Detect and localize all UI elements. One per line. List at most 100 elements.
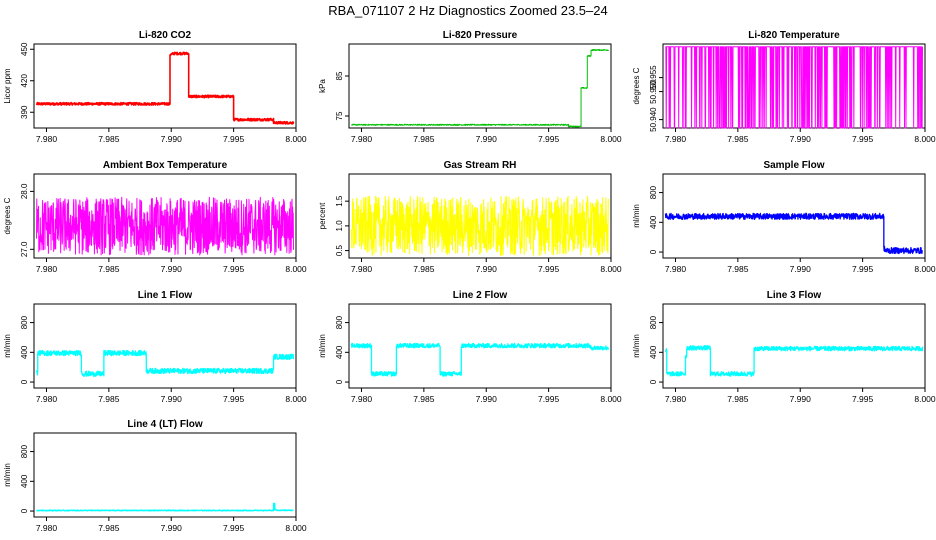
y-tick-label: 450 [20,42,29,56]
y-axis-label: degrees C [632,67,641,104]
chart-panel: Li-820 Pressure kPa 7.980 7.985 7.990 7.995 8.… [318,30,622,144]
x-tick-label: 7.985 [727,134,749,144]
plot-frame [662,173,926,259]
x-tick-label: 7.980 [36,134,58,144]
plot-frame [33,303,297,389]
chart-panel: Line 4 (LT) Flow ml/min 7.980 7.985 7.990 7.9… [3,419,307,533]
plot-frame [33,43,297,129]
chart-panel: Line 1 Flow ml/min 7.980 7.985 7.990 7.995 8.0… [3,290,307,404]
plot-frame [33,173,297,259]
plot-frame [348,43,612,129]
x-tick-label: 7.980 [36,394,58,404]
chart-panel: Sample Flow ml/min 7.980 7.985 7.990 7.995 8.0… [632,160,936,274]
y-axis-label: kPa [318,79,327,93]
x-tick-label: 7.985 [413,394,435,404]
x-tick-label: 7.985 [98,394,120,404]
x-tick-label: 7.980 [36,523,58,533]
x-tick-label: 7.990 [790,264,812,274]
series-line [664,212,923,255]
series-line [35,349,295,378]
x-tick-label: 8.000 [914,394,936,404]
series-line [664,345,924,377]
y-tick-label: 0 [649,379,658,384]
x-tick-label: 7.980 [351,264,373,274]
y-axis-label: ml/min [3,463,12,487]
series-line [351,48,609,128]
y-tick-label: 800 [649,315,658,329]
x-tick-label: 7.995 [852,134,874,144]
x-tick-label: 7.990 [790,134,812,144]
chart-title: Ambient Box Temperature [103,160,228,171]
x-tick-label: 8.000 [285,394,307,404]
chart-panel: Line 3 Flow ml/min 7.980 7.985 7.990 7.995 8.0… [632,290,936,404]
y-axis-label: Licor ppm [3,68,12,103]
x-tick-label: 7.985 [413,264,435,274]
x-tick-label: 7.995 [223,394,245,404]
plot-frame [33,432,297,518]
page-title: RBA_071107 2 Hz Diagnostics Zoomed 23.5–… [328,3,607,18]
y-tick-label: 75 [335,111,344,120]
chart-panel: Li-820 CO2 Licor ppm 7.980 7.985 7.990 7.995 8… [3,30,307,144]
x-tick-label: 7.980 [36,264,58,274]
x-tick-label: 7.985 [727,264,749,274]
x-tick-label: 7.990 [476,394,498,404]
series-line [350,342,610,377]
x-tick-label: 7.985 [98,264,120,274]
chart-title: Li-820 CO2 [139,30,192,41]
x-tick-label: 8.000 [914,134,936,144]
y-tick-label: 50.950 [649,79,658,104]
x-tick-label: 7.985 [413,134,435,144]
y-tick-label: 0 [20,379,29,384]
plot-frame [348,173,612,259]
y-tick-label: 0 [20,508,29,513]
chart-title: Line 4 (LT) Flow [127,419,203,430]
x-tick-label: 7.990 [161,264,183,274]
y-tick-label: 0 [335,379,344,384]
x-tick-label: 7.990 [790,394,812,404]
y-axis-label: ml/min [632,204,641,228]
x-tick-label: 7.985 [98,134,120,144]
y-axis-label: percent [318,202,327,229]
y-tick-label: 390 [20,105,29,119]
y-tick-label: 400 [649,215,658,229]
x-tick-label: 7.985 [727,394,749,404]
series-line [35,51,295,125]
y-tick-label: 800 [20,315,29,329]
y-tick-label: 800 [335,315,344,329]
x-tick-label: 8.000 [285,523,307,533]
x-tick-label: 7.995 [852,394,874,404]
chart-title: Line 3 Flow [767,290,822,301]
series-line [665,46,923,129]
x-tick-label: 7.985 [98,523,120,533]
chart-title: Line 1 Flow [138,290,193,301]
chart-panel: Gas Stream RH percent 7.980 7.985 7.990 7.995… [318,160,622,274]
y-axis-label: ml/min [318,334,327,358]
y-tick-label: 1.5 [335,195,344,207]
y-tick-label: 1.0 [335,220,344,232]
chart-title: Li-820 Temperature [748,30,840,41]
x-tick-label: 7.980 [665,394,687,404]
plot-frame [662,43,926,129]
x-tick-label: 8.000 [600,134,622,144]
y-tick-label: 800 [20,444,29,458]
y-tick-label: 400 [335,345,344,359]
x-tick-label: 7.995 [852,264,874,274]
y-axis-label: ml/min [3,334,12,358]
y-tick-label: 27.0 [20,241,29,257]
x-tick-label: 7.980 [351,394,373,404]
y-tick-label: 800 [649,185,658,199]
chart-panel: Ambient Box Temperature degrees C 7.980 7.9… [3,160,307,274]
chart-title: Li-820 Pressure [443,30,518,41]
y-tick-label: 0.5 [335,244,344,256]
y-tick-label: 50.955 [649,65,658,90]
plot-frame [662,303,926,389]
chart-title: Line 2 Flow [453,290,508,301]
y-tick-label: 85 [335,71,344,80]
x-tick-label: 8.000 [285,264,307,274]
x-tick-label: 7.995 [538,134,560,144]
x-tick-label: 8.000 [285,134,307,144]
x-tick-label: 7.995 [538,394,560,404]
x-tick-label: 7.995 [223,134,245,144]
chart-title: Gas Stream RH [444,160,517,171]
